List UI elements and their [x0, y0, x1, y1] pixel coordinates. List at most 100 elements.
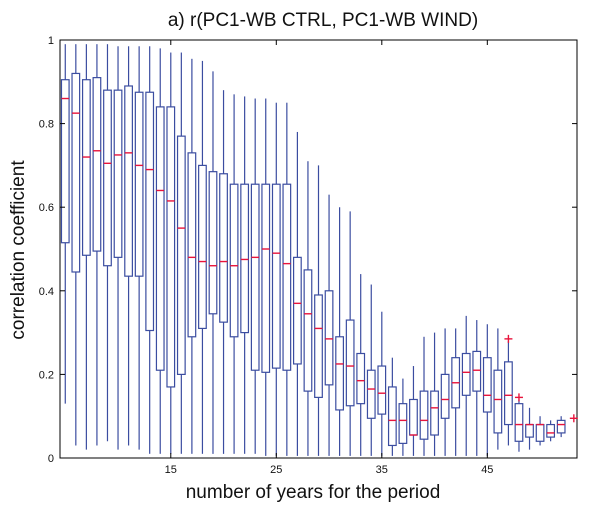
box-body-23: [250, 183, 260, 371]
box-body-5: [60, 79, 70, 244]
box-45: [482, 324, 492, 456]
box-28: [303, 161, 313, 456]
box-body-16: [176, 135, 186, 375]
box-41: [440, 328, 450, 456]
y-axis-label: correlation coefficient: [8, 160, 29, 340]
x-tick-label-25: 25: [270, 464, 282, 476]
box-body-51: [546, 423, 556, 438]
y-tick-label-2: 0.4: [39, 286, 54, 298]
x-tick-label-45: 45: [481, 464, 493, 476]
y-tick-label-1: 0.2: [39, 369, 54, 381]
box-15: [166, 52, 176, 454]
box-25: [271, 102, 281, 456]
box-body-30: [324, 290, 334, 386]
outlier-2: [514, 393, 523, 402]
y-tick-label-5: 1: [48, 35, 54, 47]
box-body-10: [113, 89, 123, 258]
box-body-37: [398, 403, 408, 444]
box-31: [335, 207, 345, 456]
box-12: [134, 46, 144, 450]
box-body-7: [81, 79, 91, 256]
box-44: [472, 320, 482, 456]
box-8: [92, 44, 102, 446]
box-50: [535, 416, 545, 446]
box-body-6: [71, 72, 81, 273]
box-20: [219, 90, 228, 454]
box-6: [71, 44, 81, 446]
box-47: [504, 340, 513, 446]
box-body-26: [282, 183, 292, 371]
box-34: [366, 284, 376, 456]
box-38: [409, 366, 418, 456]
box-body-44: [472, 350, 482, 392]
box-10: [113, 46, 123, 450]
box-22: [240, 96, 250, 454]
box-14: [155, 48, 165, 454]
box-body-46: [493, 369, 503, 434]
box-body-33: [356, 352, 366, 405]
box-body-13: [145, 91, 155, 332]
x-tick-label-15: 15: [165, 464, 177, 476]
box-7: [81, 44, 91, 450]
box-26: [282, 102, 292, 456]
box-18: [198, 60, 207, 454]
box-body-34: [366, 369, 376, 419]
box-body-49: [525, 423, 534, 438]
y-tick-label-0: 0: [48, 453, 54, 465]
box-35: [377, 311, 387, 456]
box-43: [461, 315, 471, 456]
outlier-3: [569, 414, 578, 423]
box-body-22: [240, 183, 250, 334]
box-body-48: [514, 403, 524, 442]
box-37: [398, 378, 408, 456]
box-40: [430, 332, 439, 456]
box-body-40: [430, 390, 439, 436]
box-body-9: [103, 89, 112, 267]
axes-frame: [59, 39, 578, 459]
plot-area: 15 25 35 45 0 0.2 0.4 0.6 0.8 1: [39, 35, 578, 476]
box-13: [145, 46, 155, 454]
y-tick-label-4: 0.8: [39, 119, 54, 131]
box-body-41: [440, 373, 450, 419]
box-body-12: [134, 91, 144, 277]
box-body-47: [504, 361, 513, 426]
box-body-52: [556, 419, 566, 434]
box-body-36: [387, 386, 397, 447]
box-48: [514, 399, 524, 452]
box-32: [345, 211, 355, 456]
box-body-29: [314, 294, 323, 398]
box-body-45: [482, 357, 492, 413]
box-51: [546, 420, 556, 442]
box-21: [229, 94, 239, 454]
outlier-1: [504, 334, 513, 343]
box-body-24: [261, 183, 271, 373]
box-24: [261, 98, 271, 456]
box-body-8: [92, 77, 102, 252]
box-52: [556, 416, 566, 438]
x-axis-ticks: 15 25 35 45: [165, 40, 493, 476]
box-5: [60, 44, 70, 404]
box-30: [324, 194, 334, 456]
box-series: [60, 44, 566, 456]
box-body-28: [303, 269, 313, 392]
box-body-20: [219, 173, 228, 323]
box-body-43: [461, 352, 471, 396]
outlier-markers: [504, 334, 578, 423]
box-33: [356, 274, 366, 456]
box-body-21: [229, 183, 239, 338]
box-body-18: [198, 164, 207, 330]
box-9: [103, 44, 112, 442]
box-29: [314, 165, 323, 456]
x-axis-label: number of years for the period: [186, 482, 441, 503]
box-body-35: [377, 365, 387, 415]
box-body-19: [208, 171, 218, 315]
box-39: [419, 336, 429, 456]
box-19: [208, 71, 218, 454]
box-42: [451, 328, 461, 456]
box-27: [292, 131, 302, 456]
box-body-15: [166, 106, 176, 388]
box-body-27: [292, 256, 302, 365]
box-body-14: [155, 106, 165, 371]
box-49: [525, 407, 534, 450]
